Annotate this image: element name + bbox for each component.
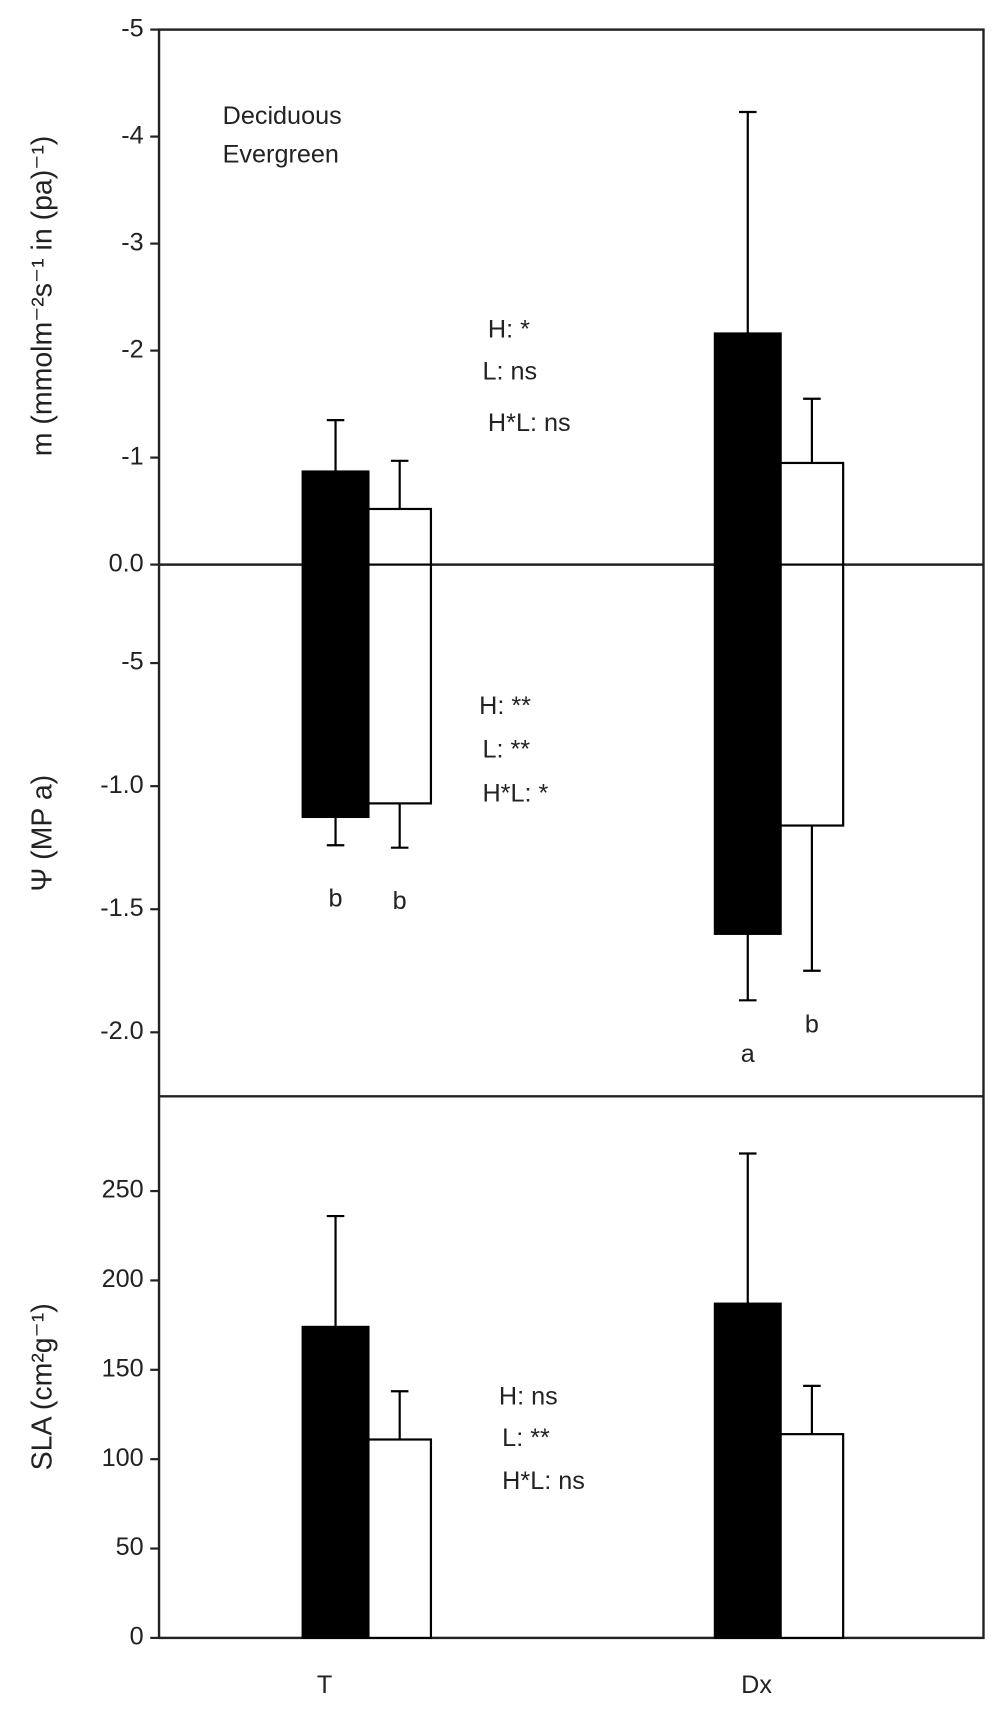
y-axis-label: SLA (cm²g⁻¹)	[26, 1303, 58, 1470]
y-tick-label: -5	[121, 648, 143, 676]
bar	[779, 1433, 845, 1640]
x-tick-label: Dx	[741, 1671, 772, 1699]
bar	[713, 1302, 782, 1640]
y-tick-label: -1.5	[100, 894, 143, 922]
y-tick-label: 100	[102, 1444, 144, 1472]
y-tick-label: -5	[121, 14, 143, 42]
y-tick-label: -3	[121, 228, 143, 256]
bar	[779, 461, 845, 566]
bar	[779, 563, 845, 827]
stat-annotation: H: **	[479, 692, 531, 720]
bar	[301, 563, 370, 819]
stat-annotation: H*L: ns	[502, 1467, 585, 1495]
significance-letter: a	[741, 1040, 756, 1068]
stat-annotation: H: *	[488, 316, 530, 344]
y-axis-label: Ψ (MP a)	[26, 775, 58, 892]
significance-letter: b	[805, 1010, 819, 1038]
bar	[367, 563, 433, 805]
y-tick-label: 150	[102, 1354, 144, 1382]
plot-frame	[157, 28, 985, 1640]
y-tick-label: 50	[116, 1533, 144, 1561]
bar	[301, 470, 370, 566]
bar	[301, 1325, 370, 1640]
stat-annotation: L: **	[502, 1424, 550, 1452]
y-tick-label: 0	[130, 1623, 144, 1651]
y-tick-label: 250	[102, 1176, 144, 1204]
y-tick-label: -2	[121, 335, 143, 363]
y-tick-label: 0.0	[109, 549, 144, 577]
significance-letter: b	[329, 885, 343, 913]
y-tick-label: -1	[121, 442, 143, 470]
y-tick-label: -2.0	[100, 1017, 143, 1045]
legend-label: Deciduous	[223, 102, 342, 130]
x-tick-label: T	[317, 1671, 332, 1699]
bar	[367, 1438, 433, 1640]
y-tick-label: -1.0	[100, 771, 143, 799]
stat-annotation: H*L: ns	[488, 409, 571, 437]
y-tick-label: -4	[121, 121, 143, 149]
y-tick-label: 200	[102, 1265, 144, 1293]
y-axis-label: m (mmolm⁻²s⁻¹ in (pa)⁻¹)	[26, 136, 58, 457]
stat-annotation: H: ns	[499, 1382, 558, 1410]
bar	[713, 332, 782, 566]
significance-letter: b	[393, 887, 407, 915]
stat-annotation: L: **	[482, 736, 530, 764]
bar	[713, 563, 782, 935]
stat-annotation: L: ns	[482, 357, 537, 385]
stat-annotation: H*L: *	[482, 779, 548, 807]
bar	[367, 507, 433, 566]
legend-label: Evergreen	[223, 140, 339, 168]
